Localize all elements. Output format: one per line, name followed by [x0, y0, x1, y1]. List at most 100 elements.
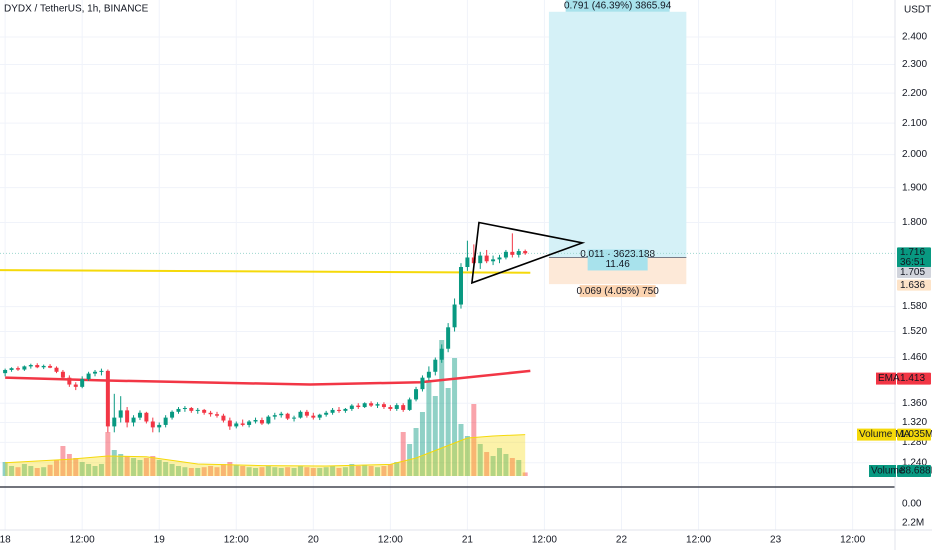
- volume-bar: [291, 468, 297, 476]
- y-tick-label: 1.900: [902, 182, 927, 193]
- entry-tag: 1.705: [900, 267, 925, 278]
- candle-body: [144, 412, 149, 422]
- volume-bar: [240, 466, 246, 476]
- volume-ma-area: [5, 434, 526, 476]
- candle-body: [234, 423, 239, 427]
- stop-tag: 1.636: [900, 280, 925, 291]
- candle-body: [202, 409, 207, 413]
- candle-body: [439, 348, 444, 360]
- volume-bar: [169, 464, 175, 476]
- y-tick-label: 1.240: [902, 457, 927, 468]
- volume-bar: [452, 358, 458, 476]
- volume-bar: [21, 464, 27, 476]
- volume-bar: [175, 466, 181, 476]
- y-tick-label: 2.400: [902, 32, 927, 43]
- volume-bar: [310, 468, 316, 476]
- volume-bar: [214, 467, 220, 476]
- volume-bar: [34, 468, 40, 476]
- candle-body: [311, 415, 316, 418]
- volume-ma-line: [5, 434, 526, 467]
- volume-bar: [124, 456, 130, 476]
- candle-body: [420, 377, 425, 390]
- volume-bar: [265, 466, 271, 476]
- volume-bar: [439, 340, 445, 476]
- volume-bar: [220, 464, 226, 476]
- candle-body: [343, 408, 348, 411]
- candle-body: [446, 327, 451, 349]
- volume-bar: [349, 464, 355, 476]
- candle-body: [272, 415, 277, 417]
- countdown: 36:51: [900, 257, 925, 268]
- candle-body: [388, 407, 393, 409]
- volume-bar: [227, 462, 233, 476]
- volume-bar: [375, 467, 381, 476]
- volume-bar: [111, 450, 117, 476]
- volume-name: Volume: [871, 466, 905, 477]
- chart-title: DYDX / TetherUS, 1h, BINANCE: [4, 4, 149, 15]
- volume-bar: [182, 467, 188, 476]
- volume-bar: [9, 466, 15, 476]
- candle-body: [394, 405, 399, 409]
- candle-body: [93, 371, 98, 374]
- y-tick-label: 2.000: [902, 149, 927, 160]
- candle-body: [80, 379, 85, 387]
- candle-body: [208, 412, 213, 415]
- candle-body: [491, 259, 496, 262]
- candle-body: [41, 365, 46, 368]
- y-tick-label: 1.800: [902, 217, 927, 228]
- candle-body: [125, 410, 130, 423]
- volume-bar: [285, 467, 291, 476]
- candle-body: [497, 257, 502, 260]
- candle-body: [131, 417, 136, 423]
- y-tick-label: 1.360: [902, 398, 927, 409]
- volume-bar: [53, 460, 59, 476]
- y-tick-label: 2.300: [902, 59, 927, 70]
- candle-body: [28, 365, 33, 367]
- x-tick-label: 22: [616, 535, 628, 546]
- y-tick-label: 2.100: [902, 118, 927, 129]
- volume-bar: [400, 432, 406, 476]
- ema-name-box: [876, 372, 896, 385]
- volume-bar: [516, 460, 522, 476]
- candle-body: [484, 255, 489, 262]
- candle-body: [176, 408, 181, 412]
- volume-bar: [98, 464, 104, 476]
- volume-bar: [41, 467, 47, 476]
- volume-bar: [156, 460, 162, 476]
- candle-body: [48, 365, 53, 368]
- stop-label: 0.069 (4.05%) 750: [576, 286, 659, 297]
- volume-bar: [278, 468, 284, 476]
- candle-body: [112, 417, 117, 427]
- entry-label-box: [587, 249, 648, 271]
- candle-body: [414, 389, 419, 400]
- lower-pane-label: 2.2M: [902, 518, 924, 529]
- candle-body: [516, 251, 521, 255]
- candle-body: [170, 411, 175, 418]
- candle-body: [9, 368, 14, 370]
- candle-body: [407, 399, 412, 410]
- candle-body: [247, 421, 252, 425]
- candle-body: [336, 409, 341, 411]
- volume-bar: [445, 388, 451, 476]
- candle-body: [381, 404, 386, 408]
- volume-bar: [188, 468, 194, 476]
- volume-ma-name-box: [857, 428, 896, 441]
- volume-bar: [86, 464, 92, 476]
- lower-pane-label: 0.00: [902, 499, 922, 510]
- candle-body: [324, 412, 329, 415]
- candle-body: [54, 367, 59, 372]
- candle-body: [369, 403, 374, 406]
- candle-body: [105, 370, 110, 427]
- candle-body: [317, 414, 322, 418]
- candle-body: [221, 415, 226, 421]
- candle-body: [259, 420, 264, 424]
- volume-bar: [272, 467, 278, 476]
- volume-bar: [362, 464, 368, 476]
- volume-bar: [118, 454, 124, 476]
- x-tick-label: 18: [0, 535, 11, 546]
- support-line: [0, 269, 531, 274]
- candle-body: [240, 423, 245, 425]
- volume-bar: [323, 467, 329, 476]
- y-tick-label: 1.460: [902, 352, 927, 363]
